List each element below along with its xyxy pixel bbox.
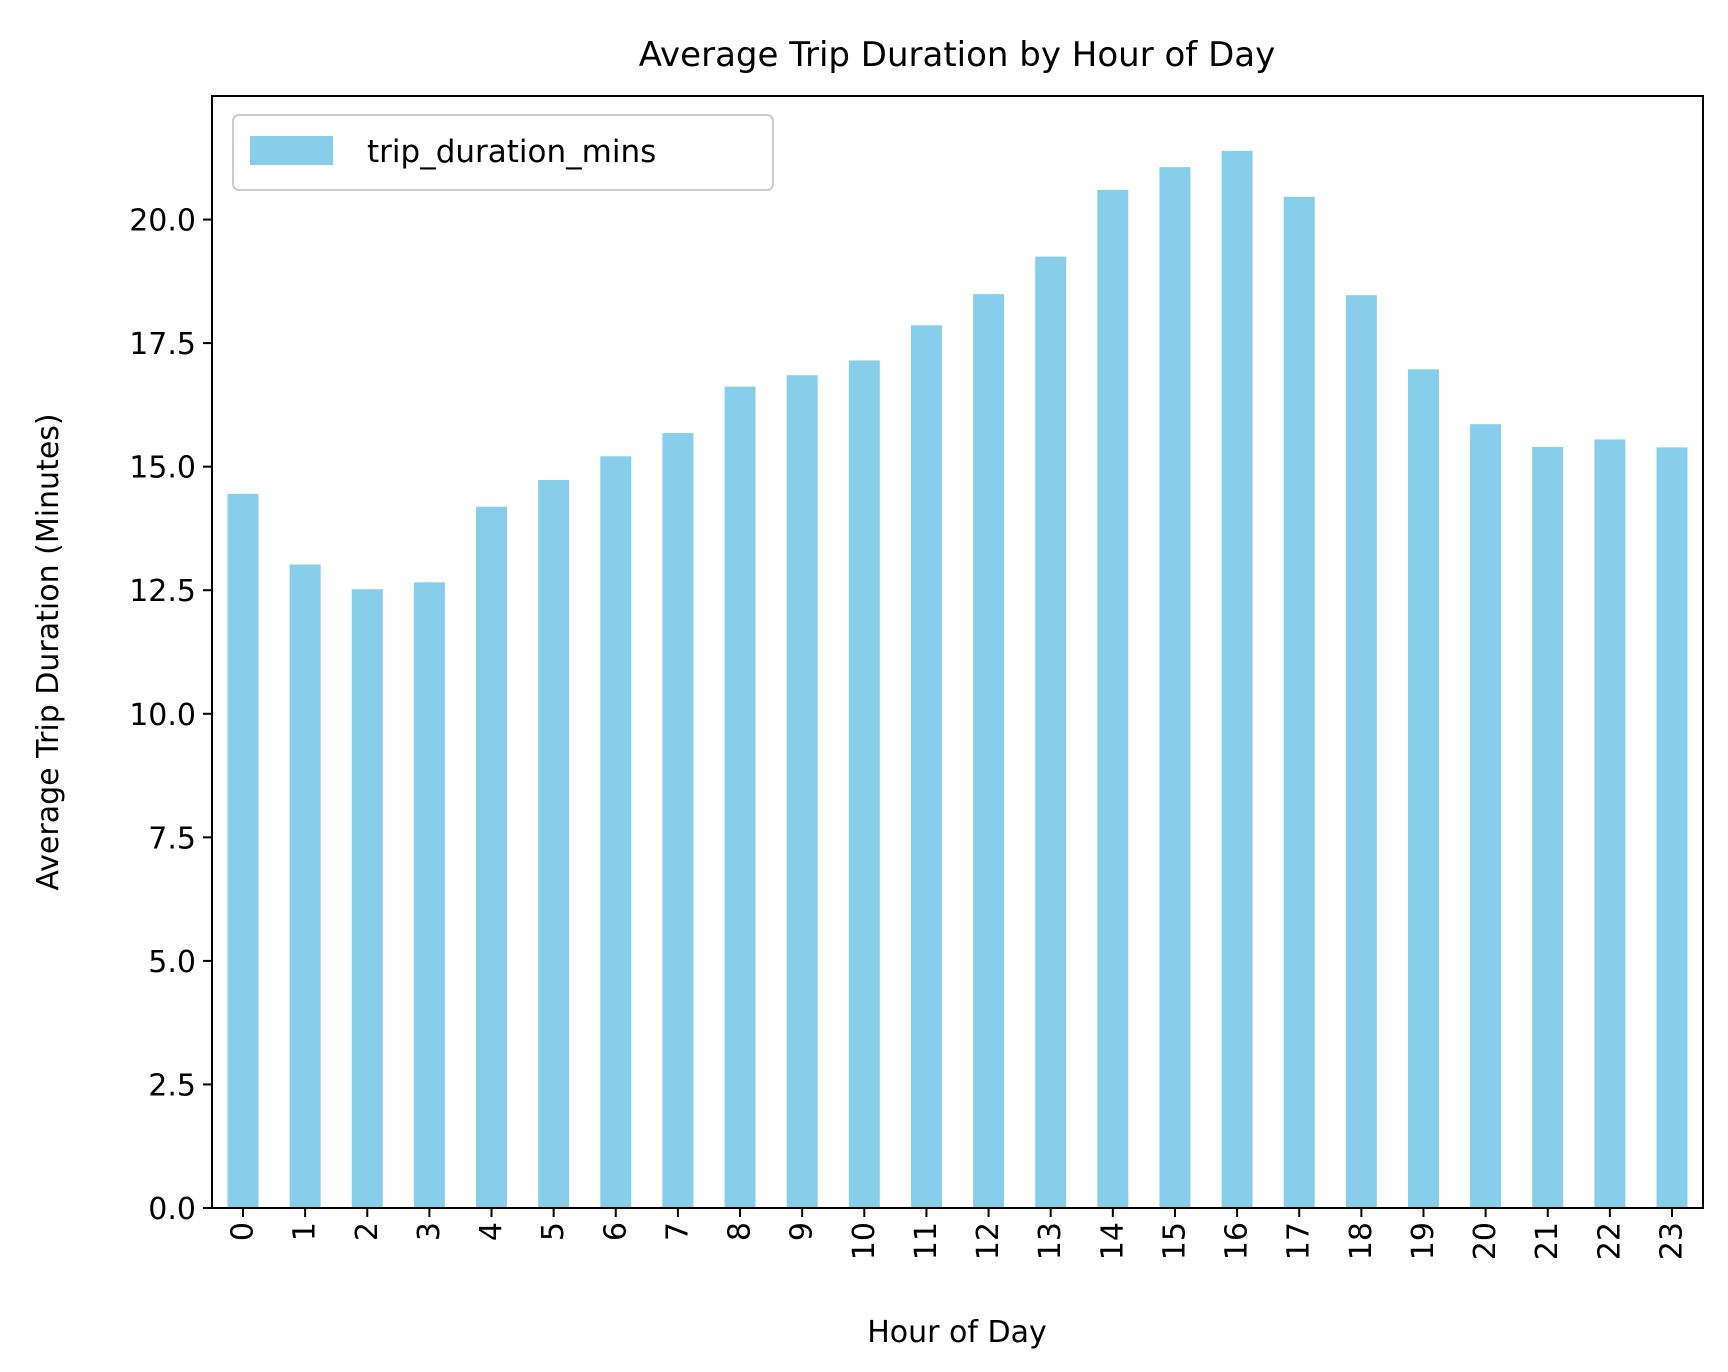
bar-hour-7 xyxy=(662,433,694,1208)
bar-hour-3 xyxy=(413,582,445,1208)
y-tick-label: 10.0 xyxy=(129,698,196,733)
bar-hour-6 xyxy=(600,456,632,1208)
x-tick-label: 18 xyxy=(1344,1222,1379,1260)
x-tick-label: 8 xyxy=(723,1222,758,1241)
bar-hour-9 xyxy=(786,375,818,1208)
legend: trip_duration_mins xyxy=(232,114,774,191)
x-axis-label: Hour of Day xyxy=(867,1315,1047,1350)
x-tick-label: 5 xyxy=(536,1222,571,1241)
bar-hour-1 xyxy=(289,564,321,1208)
bar-hour-10 xyxy=(848,360,880,1208)
bar-hour-0 xyxy=(227,493,259,1209)
legend-swatch xyxy=(250,136,333,165)
x-tick-label: 23 xyxy=(1655,1222,1690,1260)
x-tick-label: 0 xyxy=(226,1222,261,1241)
bar-hour-12 xyxy=(973,294,1005,1208)
y-tick-label: 17.5 xyxy=(129,327,196,362)
x-tick-label: 17 xyxy=(1282,1222,1317,1260)
bar-hour-2 xyxy=(351,589,383,1208)
legend-box xyxy=(232,114,774,191)
y-tick-label: 5.0 xyxy=(148,945,196,980)
x-tick-label: 16 xyxy=(1220,1222,1255,1260)
bar-hour-13 xyxy=(1035,256,1067,1208)
x-tick-label: 14 xyxy=(1095,1222,1130,1260)
x-tick-label: 2 xyxy=(350,1222,385,1241)
x-tick-label: 15 xyxy=(1157,1222,1192,1260)
bar-hour-5 xyxy=(538,480,570,1208)
x-tick-label: 4 xyxy=(474,1222,509,1241)
y-tick-label: 15.0 xyxy=(129,451,196,486)
bar-hour-16 xyxy=(1221,150,1253,1209)
x-tick-label: 3 xyxy=(412,1222,447,1241)
x-tick-label: 9 xyxy=(785,1222,820,1241)
x-tick-label: 1 xyxy=(288,1222,323,1241)
x-tick-label: 10 xyxy=(847,1222,882,1260)
x-tick-label: 7 xyxy=(660,1222,695,1241)
x-tick-label: 21 xyxy=(1530,1222,1565,1260)
bar-hour-22 xyxy=(1594,439,1626,1209)
y-axis: 0.0 2.5 5.0 7.5 10.0 12.5 15.0 17.5 20.0 xyxy=(129,204,212,1227)
x-tick-label: 12 xyxy=(971,1222,1006,1260)
bar-hour-8 xyxy=(724,386,756,1209)
y-tick-label: 0.0 xyxy=(148,1192,196,1227)
bar-hour-21 xyxy=(1532,446,1564,1208)
chart-title: Average Trip Duration by Hour of Day xyxy=(639,35,1275,75)
bar-hour-15 xyxy=(1159,167,1191,1208)
x-tick-label: 13 xyxy=(1033,1222,1068,1260)
bar-hour-20 xyxy=(1470,424,1502,1208)
x-tick-label: 6 xyxy=(598,1222,633,1241)
bar-hour-4 xyxy=(476,506,508,1208)
legend-entry-label: trip_duration_mins xyxy=(367,134,656,170)
plot-frame xyxy=(211,95,1704,1209)
x-tick-label: 22 xyxy=(1592,1222,1627,1260)
bar-hour-14 xyxy=(1097,189,1129,1208)
x-axis: 0 1 2 3 4 5 6 7 8 9 10 11 12 13 14 15 16 17 18 19 20 21 22 23 xyxy=(226,1208,1690,1260)
bar-hour-18 xyxy=(1345,295,1377,1208)
x-tick-label: 20 xyxy=(1468,1222,1503,1260)
y-axis-label: Average Trip Duration (Minutes) xyxy=(31,413,66,890)
bar-hour-17 xyxy=(1283,196,1315,1208)
y-tick-label: 20.0 xyxy=(129,204,196,239)
bar-hour-11 xyxy=(910,325,942,1208)
bar-hour-23 xyxy=(1656,447,1688,1208)
bars-layer xyxy=(227,150,1688,1209)
y-tick-label: 2.5 xyxy=(148,1068,196,1103)
x-tick-label: 19 xyxy=(1406,1222,1441,1260)
y-tick-label: 12.5 xyxy=(129,574,196,609)
x-tick-label: 11 xyxy=(909,1222,944,1260)
y-tick-label: 7.5 xyxy=(148,821,196,856)
bar-hour-19 xyxy=(1407,369,1439,1208)
